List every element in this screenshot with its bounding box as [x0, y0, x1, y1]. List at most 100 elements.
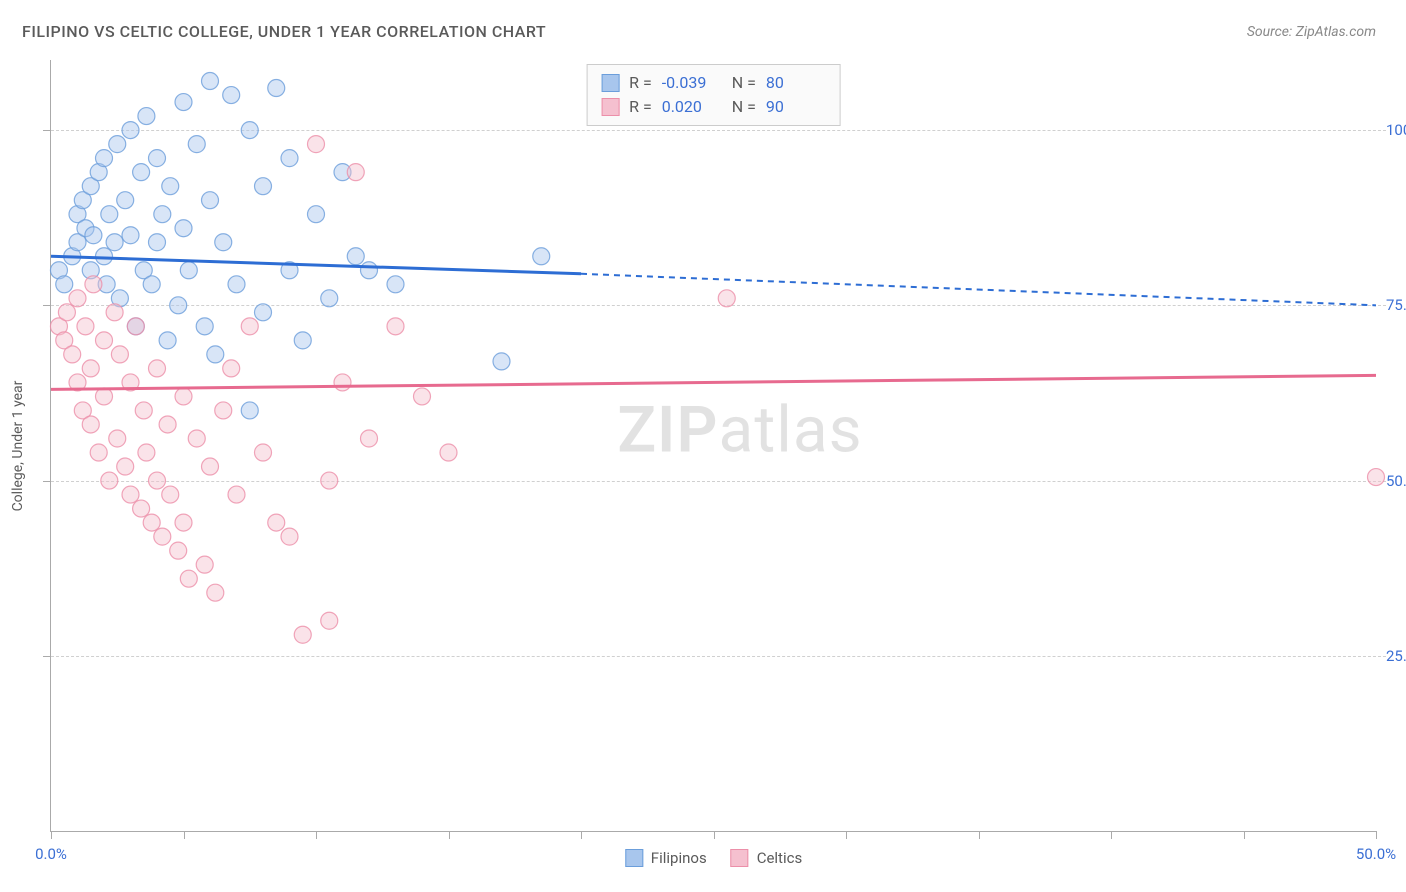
data-point — [133, 500, 150, 517]
legend-item-filipinos: Filipinos — [625, 849, 707, 867]
data-point — [138, 444, 155, 461]
data-point — [162, 178, 179, 195]
r-value-filipinos: -0.039 — [662, 71, 722, 95]
data-point — [202, 192, 219, 209]
swatch-celtics — [601, 98, 619, 116]
data-point — [440, 444, 457, 461]
data-point — [82, 360, 99, 377]
data-point — [109, 430, 126, 447]
data-point — [96, 388, 113, 405]
data-point — [143, 276, 160, 293]
data-point — [334, 374, 351, 391]
legend-label-celtics: Celtics — [757, 849, 803, 867]
data-point — [96, 150, 113, 167]
data-point — [143, 514, 160, 531]
data-point — [117, 192, 134, 209]
y-tick-label: 75.0% — [1386, 296, 1406, 314]
data-point — [308, 206, 325, 223]
data-point — [241, 122, 258, 139]
data-point — [223, 360, 240, 377]
data-point — [64, 346, 81, 363]
data-point — [188, 430, 205, 447]
data-point — [175, 514, 192, 531]
legend-swatch-celtics — [731, 849, 749, 867]
data-point — [387, 318, 404, 335]
legend-swatch-filipinos — [625, 849, 643, 867]
data-point — [111, 346, 128, 363]
x-tick — [449, 831, 450, 839]
data-point — [106, 234, 123, 251]
data-point — [241, 318, 258, 335]
data-point — [106, 304, 123, 321]
chart-title: FILIPINO VS CELTIC COLLEGE, UNDER 1 YEAR… — [22, 22, 546, 41]
data-point — [255, 444, 272, 461]
data-point — [101, 472, 118, 489]
trend-line — [51, 375, 1376, 389]
data-point — [133, 164, 150, 181]
data-point — [228, 276, 245, 293]
data-point — [215, 234, 232, 251]
y-axis-label: College, Under 1 year — [10, 381, 26, 512]
data-point — [202, 458, 219, 475]
data-point — [308, 136, 325, 153]
data-point — [207, 584, 224, 601]
data-point — [170, 542, 187, 559]
data-point — [361, 262, 378, 279]
data-point — [255, 304, 272, 321]
data-point — [170, 297, 187, 314]
data-point — [149, 360, 166, 377]
data-point — [175, 388, 192, 405]
data-point — [347, 164, 364, 181]
data-point — [207, 346, 224, 363]
data-point — [1368, 469, 1385, 486]
data-point — [223, 87, 240, 104]
x-tick — [714, 831, 715, 839]
data-point — [96, 332, 113, 349]
data-point — [69, 290, 86, 307]
data-point — [196, 318, 213, 335]
data-point — [196, 556, 213, 573]
data-point — [122, 227, 139, 244]
n-label: N = — [732, 95, 756, 119]
legend-label-filipinos: Filipinos — [651, 849, 707, 867]
data-point — [56, 276, 73, 293]
data-point — [149, 234, 166, 251]
data-point — [188, 136, 205, 153]
n-value-celtics: 90 — [766, 95, 826, 119]
data-point — [90, 444, 107, 461]
data-point — [281, 528, 298, 545]
data-point — [135, 402, 152, 419]
data-point — [109, 136, 126, 153]
data-point — [77, 318, 94, 335]
data-point — [175, 94, 192, 111]
data-point — [138, 108, 155, 125]
data-point — [361, 430, 378, 447]
data-point — [215, 402, 232, 419]
data-point — [180, 570, 197, 587]
data-point — [154, 528, 171, 545]
data-point — [241, 402, 258, 419]
x-tick — [1244, 831, 1245, 839]
stats-legend: R = -0.039 N = 80 R = 0.020 N = 90 — [586, 64, 841, 126]
y-tick-label: 100.0% — [1386, 121, 1406, 139]
data-point — [85, 227, 102, 244]
x-tick — [51, 831, 52, 839]
data-point — [159, 416, 176, 433]
data-point — [85, 276, 102, 293]
r-label: R = — [629, 71, 652, 95]
data-point — [321, 472, 338, 489]
trend-line-dashed — [581, 274, 1376, 306]
data-point — [149, 472, 166, 489]
data-point — [82, 416, 99, 433]
data-point — [180, 262, 197, 279]
x-tick-label: 0.0% — [35, 845, 67, 863]
x-tick — [1111, 831, 1112, 839]
data-point — [718, 290, 735, 307]
data-point — [255, 178, 272, 195]
data-point — [175, 220, 192, 237]
data-point — [493, 353, 510, 370]
data-point — [122, 486, 139, 503]
plot-svg — [51, 60, 1376, 831]
swatch-filipinos — [601, 74, 619, 92]
data-point — [96, 248, 113, 265]
